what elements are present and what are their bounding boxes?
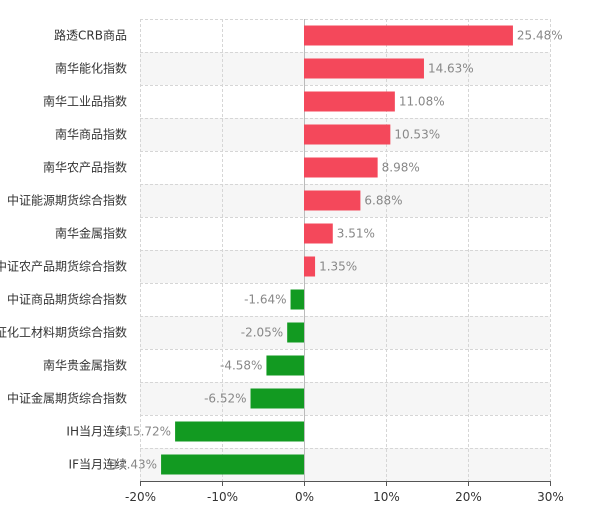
x-tick-label: 0% [295,490,314,504]
category-label: 南华贵金属指数 [43,358,127,373]
value-label: -4.58% [220,359,262,373]
value-labels: 25.48% 14.63% 11.08% 10.53% 8.98% 6.88% 3.51% 1… [107,29,563,472]
value-label: -17.43% [107,458,157,472]
value-label: -15.72% [121,425,171,439]
bar [287,322,304,343]
category-label: IF当月连续 [69,457,127,472]
bar [304,157,378,178]
bar [290,289,304,310]
x-tick-label: 20% [455,490,482,504]
bar [175,421,304,442]
category-label: 中证商品期货综合指数 [7,292,127,307]
row-band [140,382,550,415]
bar [266,355,304,376]
bar [304,256,316,277]
bar [304,25,513,46]
bar [304,190,361,211]
bar [161,454,304,475]
x-tick-label: 10% [373,490,400,504]
category-label: 中证金属期货综合指数 [7,391,127,406]
value-label: 14.63% [428,62,474,76]
category-label: 中证能源期货综合指数 [7,193,127,208]
category-label: 南华能化指数 [55,61,127,76]
value-label: 3.51% [337,227,375,241]
bar [304,223,333,244]
x-axis: -20% -10% 0% 10% 20% 30% [125,481,564,504]
x-tick-label: -10% [207,490,238,504]
value-label: 8.98% [382,161,420,175]
category-label: 南华农产品指数 [43,160,127,175]
value-label: -1.64% [244,293,286,307]
bar [304,91,395,112]
value-label: 6.88% [364,194,402,208]
bar [304,124,391,145]
category-label: 中证化工材料期货综合指数 [0,325,127,340]
value-label: 10.53% [394,128,440,142]
row-band [140,250,550,283]
x-tick-label: 30% [537,490,564,504]
row-bands [140,52,550,481]
bars [161,25,513,475]
bar [304,58,424,79]
value-label: -6.52% [204,392,246,406]
bar [250,388,304,409]
category-labels: 路透CRB商品南华能化指数南华工业品指数南华商品指数南华农产品指数中证能源期货综… [0,28,127,472]
category-label: 南华金属指数 [55,226,127,241]
category-label: 南华工业品指数 [43,94,127,109]
value-label: 25.48% [517,29,563,43]
category-label: IH当月连续 [66,424,127,439]
category-label: 南华商品指数 [55,127,127,142]
value-label: 1.35% [319,260,357,274]
row-band [140,316,550,349]
x-tick-label: -20% [125,490,156,504]
category-label: 路透CRB商品 [54,28,127,43]
value-label: -2.05% [241,326,283,340]
value-label: 11.08% [399,95,445,109]
category-label: 中证农产品期货综合指数 [0,259,127,274]
